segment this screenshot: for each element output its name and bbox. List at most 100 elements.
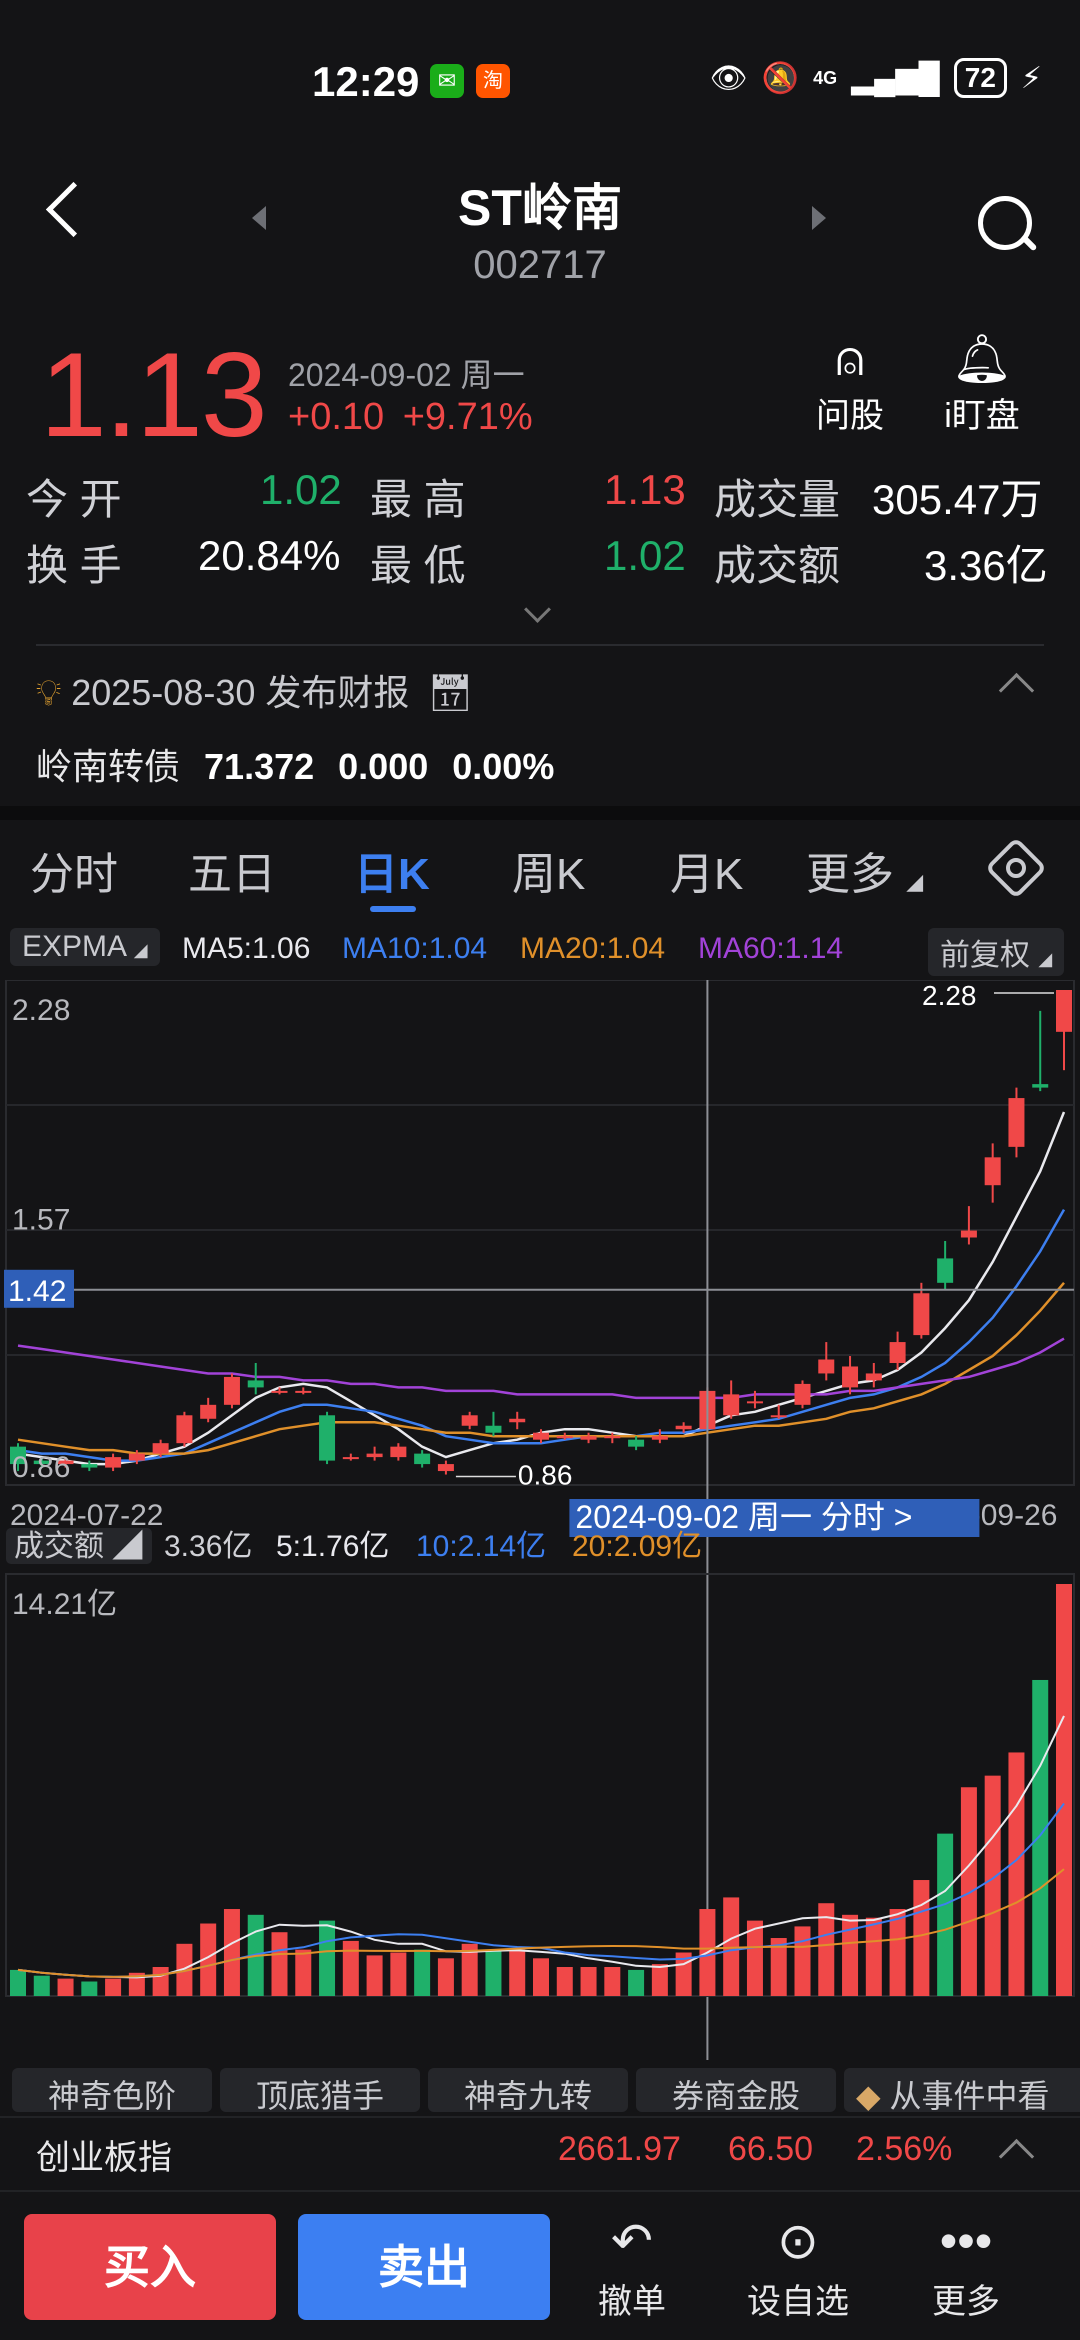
volume-bar [105,1978,122,1996]
tab-monthly-k[interactable]: 月K [670,850,744,899]
amount-value: 3.36亿 [924,542,1048,589]
amount-label: 成交额 [714,542,841,589]
tab-more-label: 更多 [806,850,894,899]
candle [794,1383,811,1405]
candle [960,1230,977,1238]
sell-button[interactable]: 卖出 [298,2214,550,2320]
add-watchlist-button[interactable]: ⊙ 设自选 [738,2208,858,2323]
candle [319,1415,336,1461]
volume-bar [10,1969,26,1996]
candle [1032,1084,1049,1088]
status-time: 12:29 [312,58,420,105]
index-name[interactable]: 创业板指 [36,2139,172,2177]
ask-stock-button[interactable]: ⍝ 问股 [790,332,910,437]
next-stock-icon[interactable] [812,206,826,230]
volume-bar [675,1952,692,1996]
tab-daily-k[interactable]: 日K [354,850,430,899]
open-label: 今 开 [26,476,122,523]
calendar-add-icon[interactable]: 📅︎ [427,672,474,713]
candle [865,1373,882,1381]
person-icon: ⍝ [835,333,865,386]
watch-button[interactable]: 🔔︎ i盯盘 [922,332,1042,437]
cancel-order-button[interactable]: ↶ 撤单 [572,2208,692,2323]
stock-code: 002717 [473,243,607,287]
tab-more[interactable]: 更多 ◢ [806,838,923,902]
ma60-value: MA60:1.14 [698,932,844,965]
search-icon[interactable] [978,196,1032,250]
volume-ma-line-20 [17,1868,1065,1978]
volume-bar [81,1981,98,1996]
index-change: 66.50 [728,2130,814,2168]
volume-bar [485,1949,502,1996]
candle [152,1443,169,1454]
indicator-selector-label: EXPMA [22,930,126,963]
volume-bar [628,1969,645,1996]
ma-line-ma60 [17,1337,1065,1400]
tab-weekly-k[interactable]: 周K [512,850,586,899]
buy-button[interactable]: 买入 [24,2214,276,2320]
chip-broker-picks[interactable]: 券商金股 [636,2068,836,2112]
volume-selector[interactable] [6,1528,152,1564]
candle [247,1380,264,1388]
volume-bar [509,1949,526,1996]
expand-chevron-icon[interactable] [524,596,551,623]
kline-chart[interactable]: 2.28 1.57 1.42 0.86 2.28 0.86 2024-07-22 2024-0… [0,980,1080,2060]
volume-bar [580,1967,597,1996]
tab-intraday[interactable]: 分时 [30,850,118,899]
tab-five-day[interactable]: 五日 [188,850,276,899]
price-pane-frame [5,980,1075,1486]
indicator-selector[interactable]: EXPMA ◢ [10,928,160,966]
turnover-value: 20.84% [198,532,341,579]
volume-bar [937,1833,954,1996]
max-marker-label: 2.28 [922,980,977,1011]
volume-bar [651,1964,668,1996]
volume-value: 305.47万 [872,476,1043,523]
taobao-icon: 淘 [476,64,510,98]
candle [10,1446,26,1465]
candle [842,1366,859,1388]
cursor-date-box[interactable] [569,1499,980,1537]
bond-change: 0.000 [338,746,429,787]
candle [81,1464,98,1468]
volume-bar [604,1967,621,1996]
adjust-selector[interactable]: 前复权 ◢ [928,928,1065,976]
volume-bar [1056,1584,1072,1996]
prev-stock-icon[interactable] [252,206,266,230]
volume-ma5: 5:1.76亿 [276,1530,389,1563]
candle [770,1415,787,1418]
candle [105,1457,122,1468]
volume-bar [913,1880,930,1996]
candle [223,1376,240,1405]
chip-magic-nine[interactable]: 神奇九转 [428,2068,628,2112]
earnings-notice[interactable]: 💡︎ 2025-08-30 发布财报 📅︎ [36,664,473,716]
candle [675,1425,692,1430]
bond-name: 岭南转债 [36,746,181,787]
candle [366,1453,383,1458]
cancel-order-label: 撤单 [598,2283,666,2321]
candle [913,1293,930,1336]
volume-ma-line-5 [17,1715,1065,1979]
chip-color-scale[interactable]: 神奇色阶 [12,2068,212,2112]
candle [1008,1098,1025,1147]
chip-events[interactable]: ◆ 从事件中看 [844,2068,1080,2112]
volume-bar [414,1949,431,1996]
volume-bar [319,1920,336,1996]
volume-bar [176,1943,193,1996]
cursor-date-label: 2024-09-02 周一 分时 > [575,1499,912,1535]
ma20-value: MA20:1.04 [520,932,666,965]
convertible-bond[interactable]: 岭南转债 71.372 0.000 0.00% [36,738,554,790]
index-pct: 2.56% [856,2130,953,2168]
candle [984,1157,1001,1186]
volume-bar [437,1958,454,1996]
signal-icon: ▂▄▆█ [851,61,940,95]
candle [818,1359,835,1374]
collapse-chevron-icon[interactable] [998,672,1035,709]
index-expand-icon[interactable] [998,2138,1035,2175]
ask-stock-label: 问股 [816,397,884,435]
more-button[interactable]: ••• 更多 [906,2208,1026,2323]
volume-selector-label: 成交额 ◢ [14,1530,142,1563]
quote-date: 2024-09-02 周一 [288,357,525,393]
volume-bar [984,1775,1001,1996]
candle [414,1453,431,1465]
chip-top-bottom-hunter[interactable]: 顶底猎手 [220,2068,420,2112]
